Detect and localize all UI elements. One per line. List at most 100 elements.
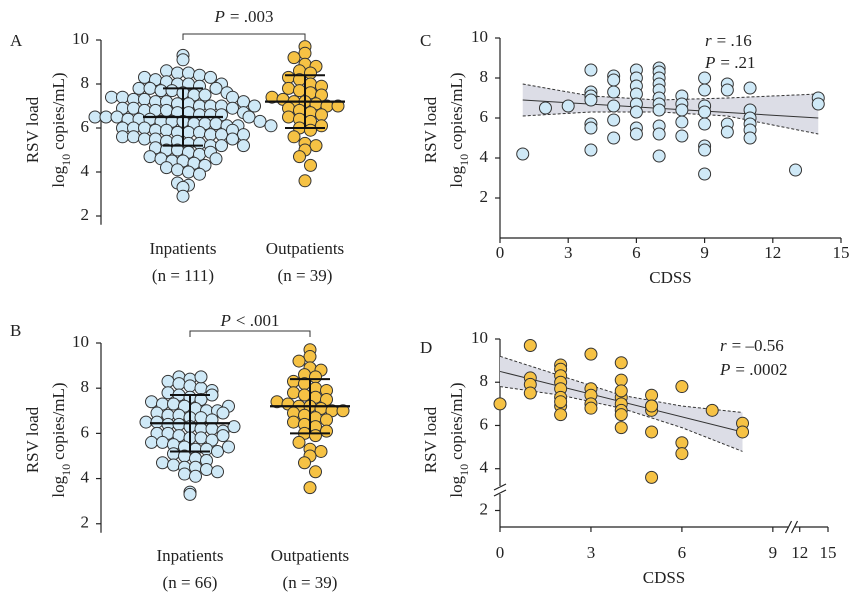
x-tick-label: 15	[833, 243, 850, 262]
point	[209, 117, 223, 131]
point	[226, 101, 239, 115]
point	[614, 373, 628, 387]
point	[607, 131, 621, 145]
point	[110, 110, 124, 124]
stat-value: < .001	[236, 311, 280, 330]
point	[237, 139, 250, 153]
point	[629, 105, 643, 119]
point	[200, 442, 213, 456]
axis-break	[790, 520, 799, 534]
point	[614, 384, 628, 398]
x-tick-label: 0	[496, 243, 505, 262]
y-tick-label: 8	[480, 371, 489, 390]
point	[150, 415, 164, 429]
stat-symbol: P	[704, 53, 715, 72]
point	[698, 83, 712, 97]
point	[193, 167, 206, 181]
point	[116, 130, 129, 144]
point	[194, 381, 208, 395]
point	[282, 81, 295, 95]
point	[523, 338, 537, 352]
point	[652, 149, 666, 163]
y-tick-label: 4	[480, 147, 489, 166]
point	[182, 165, 195, 179]
point	[248, 99, 261, 113]
point	[309, 370, 322, 384]
point	[167, 458, 180, 472]
point	[720, 125, 734, 139]
point	[183, 379, 197, 393]
point	[215, 139, 228, 153]
point	[304, 158, 317, 172]
point	[645, 425, 659, 439]
y-tick-label: 4	[81, 467, 90, 486]
point	[139, 415, 153, 429]
point	[614, 421, 628, 435]
point	[211, 444, 224, 458]
y-tick-label: 6	[81, 117, 90, 136]
point	[554, 408, 568, 422]
y-tick-label: 6	[480, 414, 489, 433]
point	[652, 127, 666, 141]
y-label-log: log	[447, 475, 466, 497]
point	[554, 395, 568, 409]
point	[698, 117, 712, 131]
point	[145, 395, 158, 409]
y-axis-label: RSV load	[421, 96, 440, 163]
point	[282, 70, 295, 84]
group-n-label: (n = 39)	[283, 573, 338, 592]
y-label-unit: copies/mL)	[49, 382, 68, 459]
x-tick-label: Inpatients	[149, 239, 216, 258]
point	[516, 147, 530, 161]
point	[292, 435, 306, 449]
point	[156, 435, 169, 449]
point	[183, 487, 197, 501]
point	[171, 66, 184, 80]
x-tick-label: 3	[564, 243, 573, 262]
point	[226, 90, 239, 104]
point	[282, 110, 295, 124]
y-tick-label: 8	[81, 377, 90, 396]
y-axis-label: log10 copies/mL)	[49, 72, 73, 187]
point	[182, 66, 195, 80]
point	[309, 139, 323, 153]
point	[237, 128, 250, 142]
stat-label: P = .21	[704, 53, 755, 72]
point	[160, 64, 173, 78]
stat-symbol: r	[720, 336, 727, 355]
y-label-sub: 10	[457, 154, 471, 166]
point	[304, 123, 317, 137]
point	[645, 388, 659, 402]
point	[292, 354, 306, 368]
x-tick-label: 12	[764, 243, 781, 262]
x-tick-label: 9	[700, 243, 709, 262]
x-tick-label: 12	[791, 543, 808, 562]
point	[698, 105, 712, 119]
comparison-bracket	[189, 330, 311, 337]
point	[176, 53, 190, 67]
x-tick-label: 3	[587, 543, 596, 562]
point	[161, 386, 175, 400]
group-n-label: (n = 66)	[163, 573, 218, 592]
point	[88, 110, 102, 124]
y-tick-label: 2	[480, 187, 489, 206]
point	[143, 150, 157, 164]
y-label-log: log	[447, 165, 466, 187]
point	[194, 411, 208, 425]
point	[193, 136, 206, 150]
point	[675, 115, 689, 129]
comparison-label: P < .001	[220, 311, 280, 330]
y-axis-label: log10 copies/mL)	[49, 382, 73, 497]
panel-letter: D	[420, 338, 432, 357]
point	[315, 119, 328, 133]
panel-letter: A	[10, 31, 23, 50]
point	[298, 46, 312, 60]
point	[736, 425, 750, 439]
point	[138, 92, 151, 106]
point	[698, 167, 712, 181]
y-axis-label: log10 copies/mL)	[447, 72, 471, 187]
x-tick-label: 0	[496, 543, 505, 562]
y-tick-label: 10	[72, 29, 89, 48]
stat-value: = –0.56	[732, 336, 784, 355]
